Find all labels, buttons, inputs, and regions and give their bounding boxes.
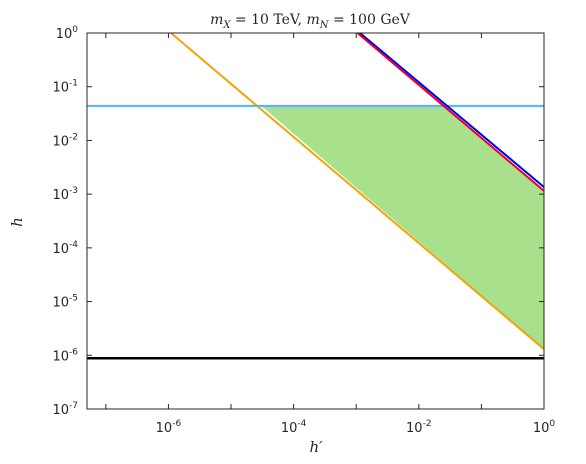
- y-tick-label: 10-5: [52, 294, 78, 311]
- title-var-1: m: [210, 12, 223, 28]
- plot-frame: [86, 32, 545, 410]
- y-tick-label: 10-6: [52, 347, 78, 364]
- x-tick-label: 10-4: [281, 419, 307, 436]
- x-axis-label: h′: [309, 438, 323, 456]
- title-eq-1: = 10 TeV,: [230, 12, 306, 28]
- y-tick-label: 10-7: [52, 401, 78, 418]
- y-tick-label: 100: [56, 25, 79, 42]
- series-line-4: [356, 32, 545, 192]
- y-tick-label: 10-3: [52, 186, 78, 203]
- y-tick-label: 10-1: [52, 79, 78, 96]
- title-sub-2: N: [319, 20, 330, 31]
- tick-labels: 10-6 10-4 10-2 100 10-7 10-6 10-5 10-4 10-3 10-2 1…: [52, 25, 555, 436]
- x-tick-label: 10-2: [406, 419, 432, 436]
- x-tick-label: 10-6: [156, 419, 182, 436]
- x-tick-label: 100: [533, 419, 556, 436]
- y-axis-label: h: [8, 217, 26, 227]
- title-eq-2: = 100 GeV: [329, 12, 411, 28]
- series-line-3: [359, 32, 545, 188]
- title-sub-1: X: [222, 20, 231, 31]
- y-tick-label: 10-2: [52, 132, 78, 149]
- chart-marks: [87, 32, 545, 360]
- series-line-1: [170, 32, 545, 350]
- tick-marks: [87, 32, 545, 410]
- chart-title: mX = 10 TeV, mN = 100 GeV: [210, 12, 411, 31]
- title-var-2: m: [306, 12, 319, 28]
- y-tick-label: 10-4: [52, 240, 78, 257]
